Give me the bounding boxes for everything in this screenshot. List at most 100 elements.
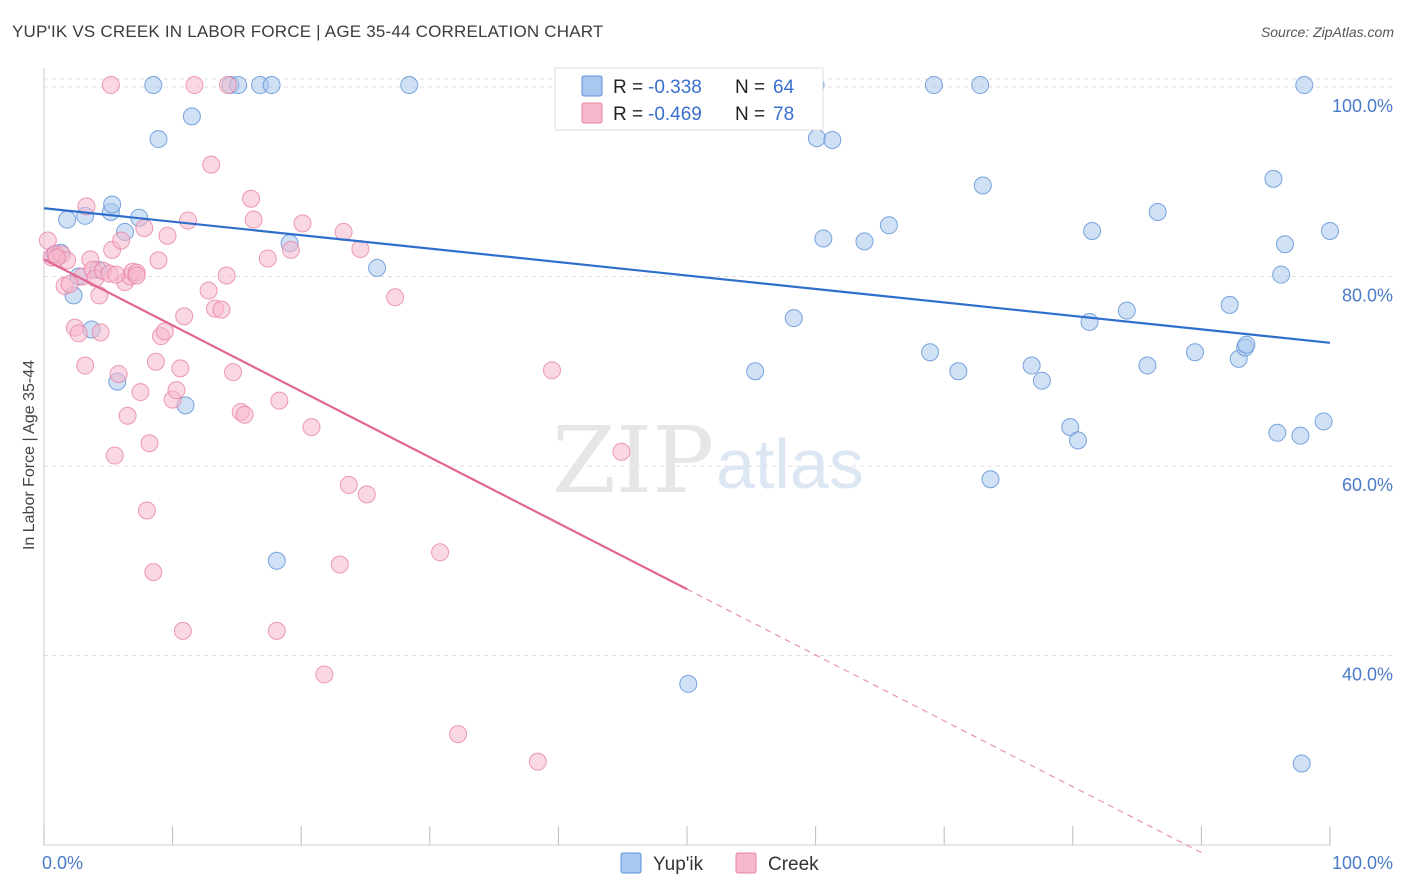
creek-point <box>431 543 450 562</box>
creek-point <box>339 475 358 494</box>
creek-point <box>146 352 165 371</box>
creek-point <box>38 231 57 250</box>
yupik-point <box>807 129 826 148</box>
creek-trend-extension <box>686 588 1202 854</box>
yupik-point <box>1220 295 1239 314</box>
creek-point <box>90 286 109 305</box>
legend-r-value: -0.338 <box>648 77 702 98</box>
yupik-point <box>1083 221 1102 240</box>
yupik-point <box>368 258 387 277</box>
legend-n-label: N = <box>735 104 765 125</box>
creek-point <box>112 231 131 250</box>
yupik-point <box>58 210 77 229</box>
creek-point <box>69 324 88 343</box>
creek-point <box>330 555 349 574</box>
yupik-point <box>103 195 122 214</box>
creek-point <box>167 381 186 400</box>
creek-point <box>179 211 198 230</box>
legend-n-label: N = <box>735 77 765 98</box>
yupik-point <box>1061 418 1080 437</box>
creek-point <box>218 76 237 95</box>
creek-point <box>270 391 289 410</box>
creek-point <box>542 361 561 380</box>
creek-point <box>135 219 154 238</box>
yupik-point <box>1138 356 1157 375</box>
yupik-point <box>949 362 968 381</box>
bottom-legend-swatch-creek <box>735 852 757 874</box>
yupik-point <box>855 232 874 251</box>
creek-point <box>281 240 300 259</box>
yupik-point <box>1314 412 1333 431</box>
yupik-point <box>879 216 898 235</box>
x-tick-label: 100.0% <box>1332 853 1393 873</box>
yupik-point <box>1237 335 1256 354</box>
creek-point <box>212 300 231 319</box>
legend-r-label: R = <box>613 77 643 98</box>
yupik-point <box>1321 221 1339 240</box>
bottom-legend-creek: Creek <box>768 854 819 875</box>
yupik-point <box>262 76 281 95</box>
yupik-point <box>981 470 1000 489</box>
legend-swatch-yupik <box>581 75 603 97</box>
watermark-atlas: atlas <box>716 425 864 503</box>
stats-legend: R = -0.338 N = 64 R = -0.469 N = 78 <box>554 67 824 131</box>
legend-swatch-creek <box>581 102 603 124</box>
bottom-legend-swatch-yupik <box>620 852 642 874</box>
creek-point <box>155 322 174 341</box>
yupik-point <box>814 229 833 248</box>
y-axis-label: In Labor Force | Age 35-44 <box>21 360 38 550</box>
creek-point <box>173 621 192 640</box>
yupik-point <box>746 362 765 381</box>
creek-point <box>118 406 137 425</box>
creek-point <box>140 434 159 453</box>
axes <box>43 68 1331 846</box>
creek-point <box>171 359 190 378</box>
legend-n-value: 78 <box>773 104 794 125</box>
legend-n-value: 64 <box>773 77 795 98</box>
yupik-point <box>149 130 168 149</box>
creek-point <box>199 281 218 300</box>
yupik-point <box>1291 426 1310 445</box>
yupik-point <box>973 176 992 195</box>
y-tick-label: 40.0% <box>1342 664 1393 684</box>
y-tick-label: 60.0% <box>1342 475 1393 495</box>
yupik-point <box>1275 235 1294 254</box>
yupik-point <box>1148 203 1167 222</box>
creek-point <box>175 307 194 326</box>
y-tick-labels: 100.0% 80.0% 60.0% 40.0% <box>1332 96 1393 685</box>
y-tick-label: 80.0% <box>1342 285 1393 305</box>
yupik-point <box>921 343 940 362</box>
gridlines <box>44 78 1395 656</box>
yupik-point <box>1068 431 1087 450</box>
creek-point <box>235 405 254 424</box>
creek-point <box>357 485 376 504</box>
creek-point <box>267 621 286 640</box>
yupik-point <box>823 131 842 150</box>
yupik-point <box>182 107 201 126</box>
yupik-point <box>971 76 990 95</box>
creek-point <box>315 665 334 684</box>
creek-point <box>244 210 263 229</box>
yupik-trend-line <box>43 207 1331 344</box>
legend-r-label: R = <box>613 104 643 125</box>
x-tick-label: 0.0% <box>42 853 83 873</box>
yupik-point <box>1268 423 1287 442</box>
yupik-point <box>1117 301 1136 320</box>
creek-point <box>293 214 312 233</box>
creek-point <box>91 323 110 342</box>
creek-point <box>144 563 163 582</box>
creek-trend-line <box>43 258 688 591</box>
yupik-point <box>144 76 163 95</box>
bottom-legend: Yup'ik Creek <box>620 852 819 875</box>
yupik-point <box>1185 343 1204 362</box>
creek-point <box>242 189 261 208</box>
source-label: Source: ZipAtlas.com <box>1260 24 1394 40</box>
creek-point <box>127 266 146 285</box>
yupik-point <box>1264 169 1283 188</box>
creek-point <box>109 365 128 384</box>
creek-point <box>101 76 120 95</box>
yupik-point <box>1032 371 1051 390</box>
creek-point <box>386 288 405 307</box>
creek-point <box>258 249 277 268</box>
